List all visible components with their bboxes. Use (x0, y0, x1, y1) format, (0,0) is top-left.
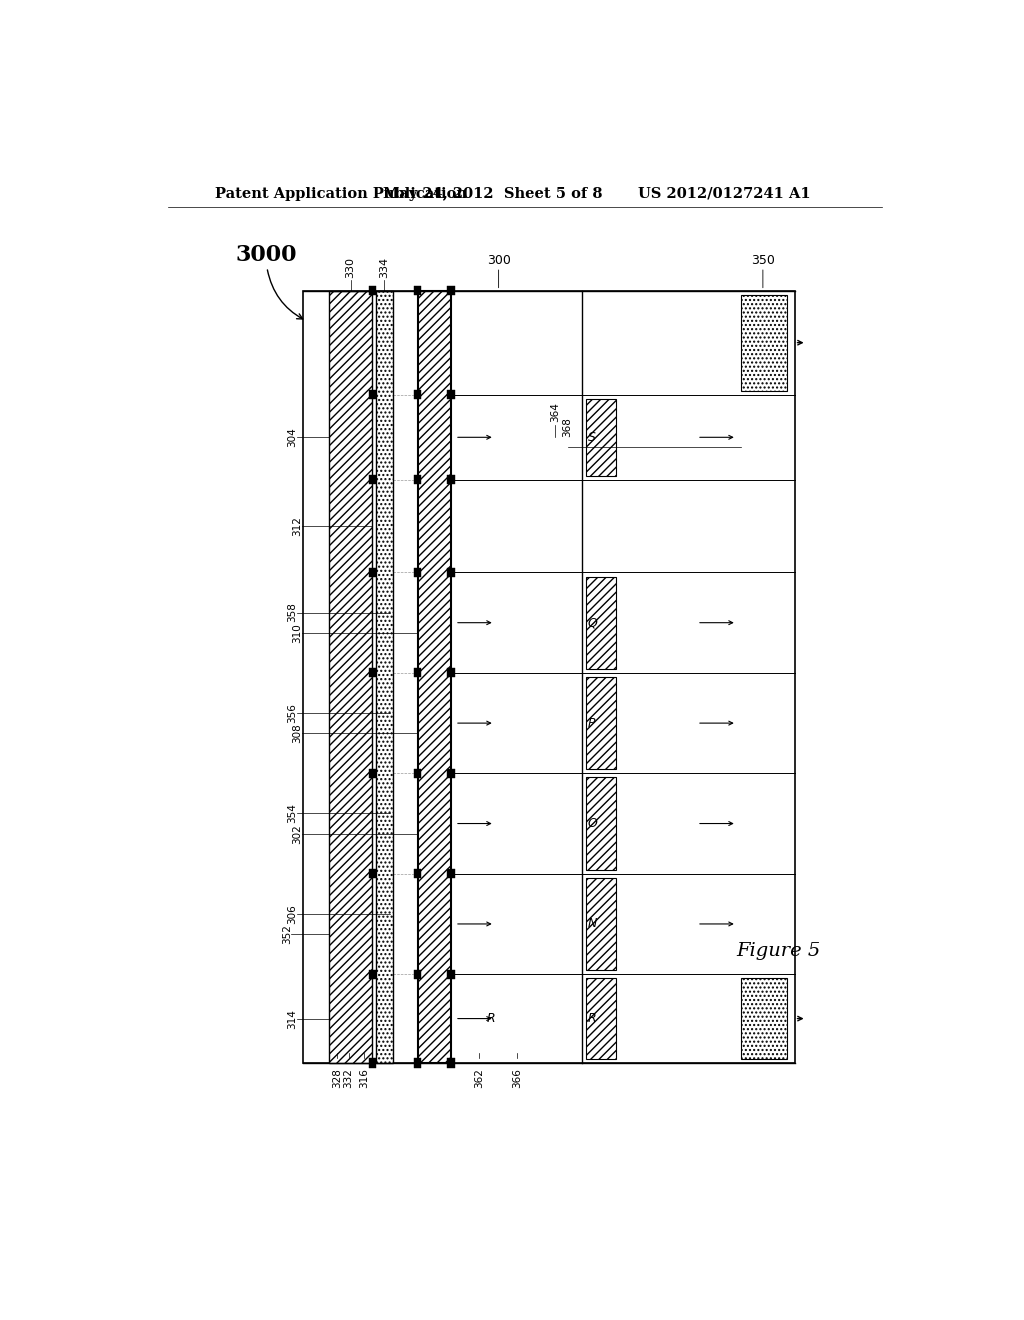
Text: 314: 314 (288, 1008, 297, 1028)
Text: 312: 312 (292, 516, 302, 536)
Bar (447, 869, 455, 878)
Bar (369, 668, 376, 677)
Text: 330: 330 (346, 257, 355, 279)
Bar (414, 1059, 421, 1068)
Text: 360: 360 (596, 944, 606, 964)
Bar (329, 290, 373, 1063)
Bar (369, 391, 376, 400)
Bar (447, 1059, 455, 1068)
Bar (447, 768, 455, 777)
Text: US 2012/0127241 A1: US 2012/0127241 A1 (638, 187, 811, 201)
Bar (414, 869, 421, 878)
Text: 350: 350 (751, 255, 775, 267)
Text: O: O (588, 817, 597, 830)
Bar (740, 294, 786, 391)
Text: 306: 306 (288, 904, 297, 924)
Text: 332: 332 (344, 1068, 353, 1088)
Text: 3000: 3000 (236, 244, 297, 265)
Bar (586, 978, 616, 1059)
Text: 362: 362 (474, 1068, 483, 1088)
Text: 300: 300 (486, 255, 511, 267)
Text: Q: Q (588, 616, 597, 630)
Bar (303, 290, 795, 1063)
Bar (369, 475, 376, 484)
Bar (418, 290, 451, 1063)
Bar (369, 869, 376, 878)
Text: Patent Application Publication: Patent Application Publication (215, 187, 467, 201)
Bar (414, 391, 421, 400)
Bar (414, 568, 421, 577)
Text: 364: 364 (550, 403, 560, 422)
Bar (586, 878, 616, 970)
Text: 334: 334 (379, 257, 389, 279)
Text: 358: 358 (288, 603, 297, 623)
Bar (369, 768, 376, 777)
Text: N: N (588, 917, 597, 931)
Text: 352: 352 (282, 924, 292, 944)
Bar (586, 399, 616, 475)
Bar (586, 777, 616, 870)
Text: May 24, 2012  Sheet 5 of 8: May 24, 2012 Sheet 5 of 8 (383, 187, 603, 201)
Bar (414, 475, 421, 484)
Bar (447, 568, 455, 577)
Text: 328: 328 (332, 1068, 342, 1088)
Bar (586, 577, 616, 669)
Bar (447, 970, 455, 978)
Text: 368: 368 (562, 417, 572, 437)
Text: P: P (588, 717, 595, 730)
Bar (369, 286, 376, 296)
Bar (447, 286, 455, 296)
Text: Figure 5: Figure 5 (736, 942, 821, 960)
Bar (586, 677, 616, 770)
Bar (414, 970, 421, 978)
Bar (447, 668, 455, 677)
Text: 316: 316 (358, 1068, 369, 1088)
Bar (376, 290, 393, 1063)
Text: R: R (486, 1012, 495, 1026)
Bar (447, 475, 455, 484)
Text: 302: 302 (292, 824, 302, 843)
Bar (414, 668, 421, 677)
Bar (740, 978, 786, 1059)
Bar (369, 970, 376, 978)
Bar (414, 768, 421, 777)
Text: 308: 308 (292, 723, 302, 743)
Bar (414, 286, 421, 296)
Text: 356: 356 (288, 704, 297, 723)
Bar (447, 391, 455, 400)
Text: 304: 304 (288, 428, 297, 447)
Text: R: R (588, 1012, 596, 1026)
Text: 354: 354 (288, 804, 297, 824)
Bar (369, 1059, 376, 1068)
Text: 310: 310 (292, 623, 302, 643)
Text: S: S (588, 430, 595, 444)
Text: 366: 366 (512, 1068, 522, 1088)
Bar (369, 568, 376, 577)
